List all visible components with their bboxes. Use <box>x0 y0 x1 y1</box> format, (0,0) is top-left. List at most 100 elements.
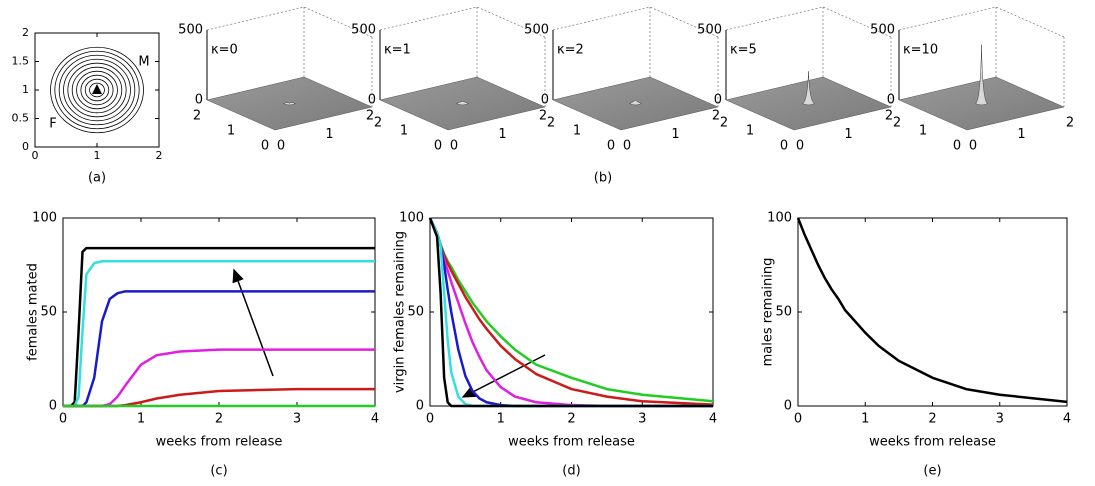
series-line <box>63 246 375 408</box>
y-tick-label: 100 <box>767 211 792 226</box>
x-axis-label: weeks from release <box>869 435 996 450</box>
region-label: F <box>49 117 56 132</box>
series-line <box>428 217 713 408</box>
x-tick-label: 1 <box>94 149 101 162</box>
y-tick-label: 2 <box>712 109 720 124</box>
y-tick-label: 0 <box>780 139 788 154</box>
x-tick-label: 1 <box>137 412 145 427</box>
arrow <box>232 268 274 377</box>
y-tick-label: 1 <box>400 124 408 139</box>
y-tick-label: 2 <box>539 109 547 124</box>
x-tick-label: 1 <box>671 127 679 142</box>
x-tick-label: 0 <box>623 139 631 154</box>
x-tick-label: 0 <box>32 149 39 162</box>
caption: (e) <box>923 464 941 479</box>
y-axis-label: males remaining <box>761 258 776 367</box>
caption: (d) <box>562 464 580 479</box>
region-label: M <box>138 55 149 70</box>
y-tick-label: 2 <box>193 109 201 124</box>
x-tick-label: 3 <box>293 412 301 427</box>
kappa-label: κ=1 <box>384 43 411 58</box>
contour <box>50 46 144 134</box>
series-line <box>63 348 375 408</box>
caption: (c) <box>210 464 227 479</box>
x-tick-label: 2 <box>928 412 936 427</box>
y-tick-label: 0.5 <box>12 112 30 125</box>
box-edge <box>206 6 305 31</box>
y-tick-label: 1 <box>746 124 754 139</box>
z-tick-label: 500 <box>351 23 376 38</box>
x-tick-label: 2 <box>374 116 382 131</box>
y-tick-label: 100 <box>399 211 424 226</box>
kappa-label: κ=2 <box>557 43 584 58</box>
x-tick-label: 2 <box>1066 116 1074 131</box>
peak <box>801 71 816 106</box>
x-tick-label: 1 <box>498 127 506 142</box>
x-tick-label: 2 <box>547 116 555 131</box>
box-edge <box>303 6 373 38</box>
box-edge <box>476 6 546 38</box>
x-tick-label: 4 <box>709 412 717 427</box>
axes-box <box>62 217 376 407</box>
x-tick-label: 1 <box>1017 127 1025 142</box>
peak <box>628 99 643 106</box>
contour <box>67 62 127 118</box>
x-tick-label: 4 <box>371 412 379 427</box>
x-tick-label: 1 <box>861 412 869 427</box>
box-edge <box>552 6 651 31</box>
y-tick-label: 0 <box>49 399 57 414</box>
contour <box>84 78 110 102</box>
y-tick-label: 0 <box>434 139 442 154</box>
x-tick-label: 0 <box>59 412 67 427</box>
contour <box>58 54 136 126</box>
x-tick-label: 2 <box>893 116 901 131</box>
caption: (b) <box>594 171 612 186</box>
x-tick-label: 0 <box>794 412 802 427</box>
y-tick-label: 2 <box>22 26 29 39</box>
y-tick-label: 1 <box>919 124 927 139</box>
z-tick-label: 0 <box>368 93 376 108</box>
y-tick-label: 2 <box>885 109 893 124</box>
y-tick-label: 1 <box>22 83 29 96</box>
series-line <box>796 217 1068 404</box>
box-edge <box>995 6 1065 38</box>
y-tick-label: 0 <box>607 139 615 154</box>
y-tick-label: 50 <box>407 305 424 320</box>
kappa-label: κ=10 <box>903 43 938 58</box>
x-tick-label: 3 <box>996 412 1004 427</box>
peak <box>282 102 297 106</box>
x-tick-label: 2 <box>720 116 728 131</box>
x-tick-label: 3 <box>638 412 646 427</box>
x-tick-label: 1 <box>844 127 852 142</box>
x-tick-label: 1 <box>497 412 505 427</box>
y-tick-label: 0 <box>22 140 29 153</box>
y-tick-label: 2 <box>366 109 374 124</box>
x-tick-label: 0 <box>450 139 458 154</box>
x-tick-label: 1 <box>325 127 333 142</box>
y-tick-label: 0 <box>261 139 269 154</box>
caption: (a) <box>88 171 106 186</box>
x-tick-label: 0 <box>426 412 434 427</box>
z-tick-label: 500 <box>178 23 203 38</box>
z-tick-label: 500 <box>697 23 722 38</box>
x-tick-label: 0 <box>277 139 285 154</box>
release-point <box>92 84 102 94</box>
y-tick-label: 1 <box>227 124 235 139</box>
z-tick-label: 0 <box>541 93 549 108</box>
contour <box>76 70 118 110</box>
box-edge <box>822 6 892 38</box>
contour <box>54 50 140 130</box>
x-tick-label: 2 <box>215 412 223 427</box>
z-tick-label: 0 <box>195 93 203 108</box>
z-tick-label: 0 <box>887 93 895 108</box>
y-axis-label: virgin females remaining <box>393 231 408 393</box>
x-axis-label: weeks from release <box>508 435 635 450</box>
kappa-label: κ=5 <box>730 43 757 58</box>
x-tick-label: 0 <box>969 139 977 154</box>
x-tick-label: 0 <box>796 139 804 154</box>
x-tick-label: 2 <box>567 412 575 427</box>
z-tick-label: 500 <box>524 23 549 38</box>
kappa-label: κ=0 <box>211 43 238 58</box>
box-edge <box>725 6 824 31</box>
